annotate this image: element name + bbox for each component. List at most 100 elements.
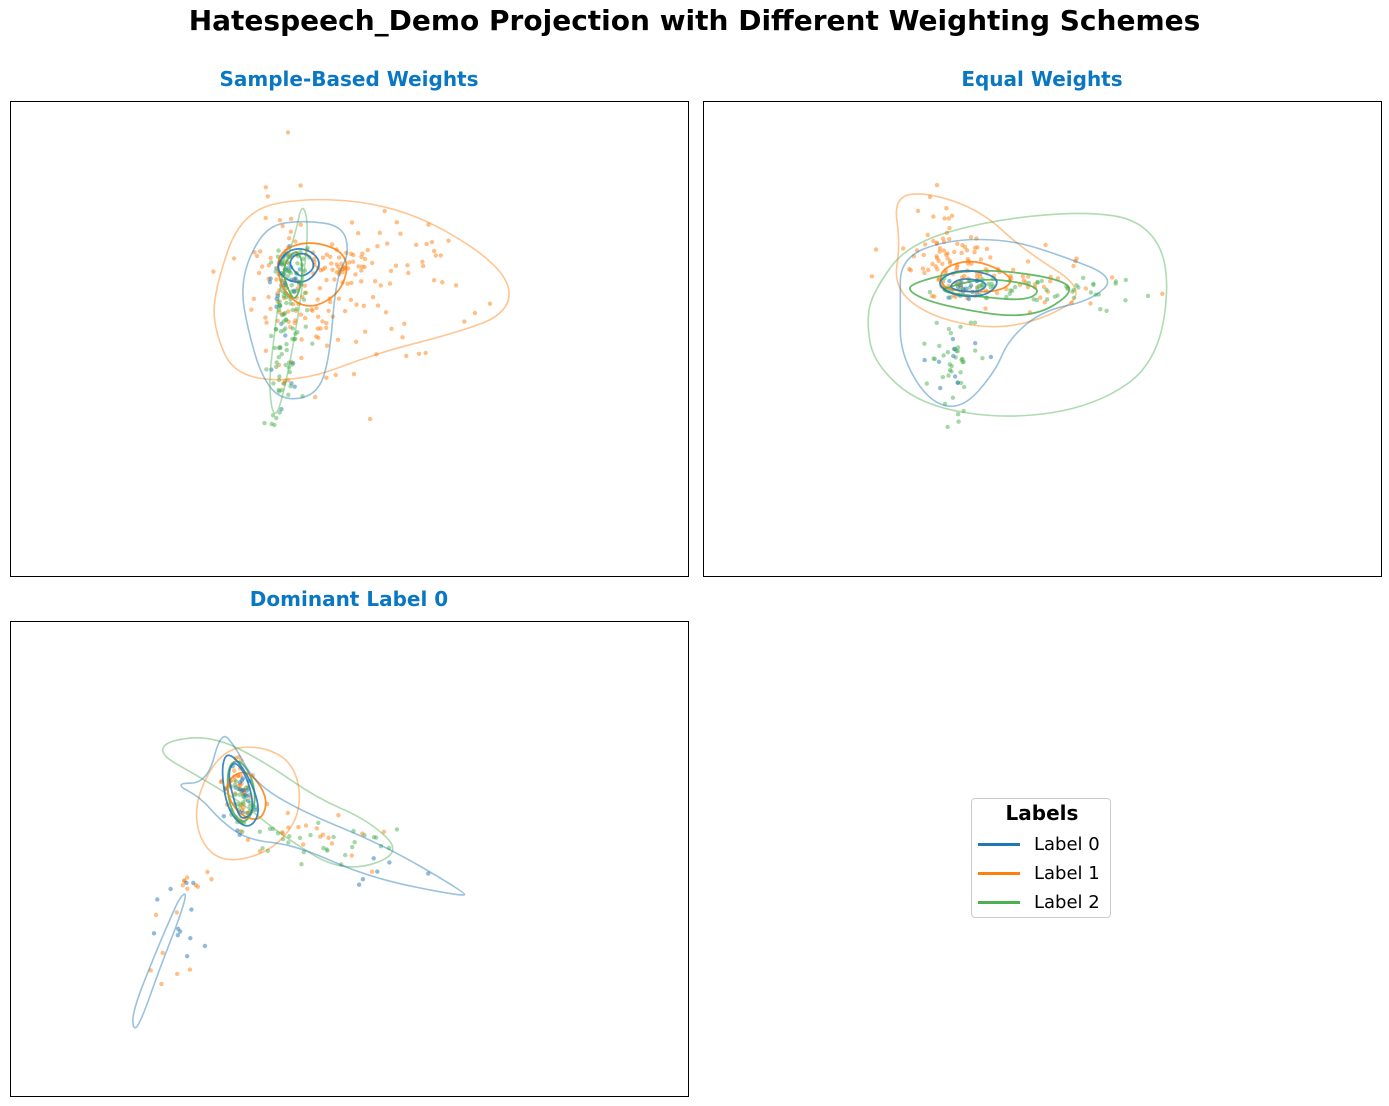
scatter-point-label-1 [947,225,952,231]
scatter-point-label-0 [966,296,972,302]
scatter-point-label-2 [1104,308,1109,313]
scatter-point-label-1 [285,810,291,816]
scatter-point-label-1 [901,246,906,251]
scatter-point-label-1 [329,841,335,846]
scatter-point-label-2 [310,341,315,346]
scatter-point-label-1 [180,883,185,888]
scatter-point-label-1 [1026,274,1031,279]
scatter-point-label-1 [941,248,947,253]
scatter-point-label-2 [245,811,250,816]
scatter-plot-dominant-label-0 [132,735,466,1029]
scatter-point-label-1 [947,237,952,242]
scatter-point-label-0 [244,793,249,799]
scatter-point-label-1 [382,208,387,214]
scatter-point-label-2 [262,420,267,426]
scatter-point-label-1 [330,314,335,319]
scatter-point-label-0 [188,936,193,941]
scatter-point-label-1 [934,240,940,245]
scatter-point-label-1 [326,308,331,313]
scatter-point-label-1 [334,270,339,275]
scatter-point-label-1 [974,236,979,241]
scatter-point-label-2 [280,260,285,265]
scatter-point-label-1 [367,416,373,422]
density-contour-label-2-outer [867,212,1168,417]
scatter-point-label-1 [317,286,323,291]
scatter-point-label-2 [279,352,284,357]
scatter-point-label-1 [927,194,933,200]
scatter-point-label-2 [279,387,284,393]
scatter-point-label-1 [960,243,965,248]
scatter-point-label-2 [1031,297,1036,302]
scatter-point-label-1 [421,263,426,269]
scatter-point-label-2 [295,261,300,266]
scatter-point-label-2 [271,381,276,386]
scatter-point-label-1 [336,813,341,818]
density-contour-label-2-inner [226,760,256,823]
scatter-point-label-1 [159,981,164,987]
scatter-point-label-1 [314,334,319,339]
scatter-point-label-1 [922,270,927,275]
scatter-point-label-0 [185,954,190,959]
scatter-point-label-2 [276,377,282,383]
scatter-point-label-0 [969,283,974,288]
scatter-point-label-2 [264,367,269,372]
scatter-point-label-1 [362,264,367,270]
scatter-point-label-2 [1071,287,1077,293]
scatter-point-label-2 [302,290,308,296]
scatter-point-label-0 [269,367,274,372]
legend-text-label-0: Label 0 [1034,833,1100,855]
scatter-point-label-2 [1074,283,1079,288]
scatter-point-label-2 [284,342,289,347]
scatter-point-label-2 [277,302,282,308]
scatter-point-label-1 [347,260,352,265]
scatter-point-label-1 [185,875,190,880]
scatter-plot-sample-based [211,130,510,428]
scatter-point-label-1 [914,248,920,253]
scatter-point-label-1 [316,314,321,319]
scatter-point-label-1 [354,302,359,307]
scatter-point-label-2 [278,345,283,351]
scatter-point-label-1 [310,308,315,313]
scatter-point-label-2 [394,827,400,832]
scatter-point-label-2 [378,844,384,849]
scatter-point-label-1 [344,250,349,255]
scatter-point-label-1 [931,238,936,244]
scatter-point-label-1 [330,267,335,272]
density-contour-label-0-inner [228,762,254,819]
scatter-point-label-1 [324,343,330,348]
scatter-point-label-1 [324,325,329,330]
scatter-point-label-1 [359,279,364,284]
scatter-point-label-1 [453,283,459,288]
scatter-point-label-1 [930,293,935,299]
scatter-point-label-1 [1020,274,1025,279]
scatter-point-label-2 [295,330,300,335]
legend-line-label-1 [978,871,1020,875]
scatter-point-label-1 [487,301,493,306]
legend-text-label-2: Label 2 [1034,891,1100,913]
scatter-point-label-1 [286,825,291,830]
scatter-point-label-1 [251,296,257,301]
density-contour-label-0-inner [950,278,987,293]
scatter-point-label-0 [267,280,273,285]
scatter-point-label-0 [240,776,246,781]
scatter-point-label-1 [275,318,280,323]
scatter-point-label-2 [288,301,293,306]
legend-text-label-1: Label 1 [1034,862,1100,884]
scatter-point-label-1 [349,220,355,225]
scatter-point-label-1 [404,353,409,359]
density-contour-label-1-outer [195,746,301,861]
scatter-point-label-2 [267,826,273,831]
scatter-point-label-1 [1083,286,1088,291]
scatter-point-label-1 [964,248,970,253]
density-contour-label-1-outer [895,193,1077,328]
scatter-point-label-1 [1074,256,1079,261]
scatter-point-label-1 [333,372,338,378]
scatter-point-label-2 [301,850,306,855]
scatter-point-label-1 [372,279,378,284]
density-contour-label-0-outer [899,238,1109,408]
scatter-point-label-0 [202,943,208,949]
scatter-point-label-1 [369,869,375,874]
scatter-point-label-2 [285,274,290,279]
scatter-point-label-1 [314,826,319,831]
scatter-point-label-1 [915,208,921,214]
